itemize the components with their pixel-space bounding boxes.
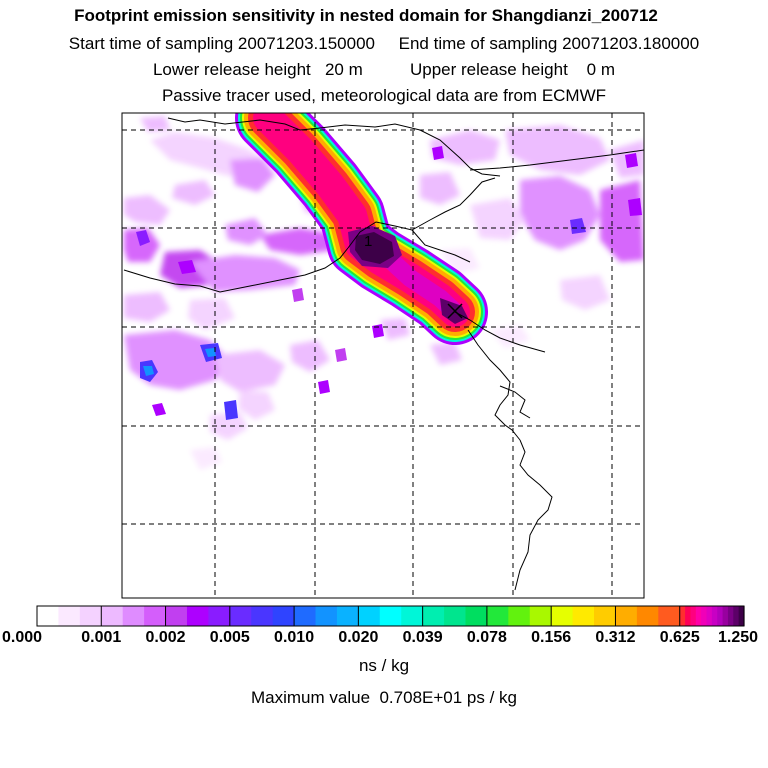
color-scale-bar [36, 605, 745, 627]
color-swatch [727, 606, 734, 626]
color-swatch [122, 606, 145, 626]
color-swatch [101, 606, 124, 626]
color-swatch [706, 606, 713, 626]
color-swatch [685, 606, 692, 626]
color-scale-tick-label: 0.020 [338, 629, 379, 646]
color-swatch [144, 606, 167, 626]
color-swatch [272, 606, 295, 626]
color-swatch [336, 606, 359, 626]
color-scale-tick-label: 0.001 [81, 629, 122, 646]
peak-marker-label: 1 [364, 233, 372, 250]
color-swatch [551, 606, 574, 626]
color-scale-tick-label: 1.250 [717, 629, 759, 646]
color-swatch [701, 606, 708, 626]
footprint-map: 1 [121, 112, 645, 599]
color-swatch [186, 606, 209, 626]
color-swatch [229, 606, 252, 626]
color-swatch [711, 606, 718, 626]
graticule [122, 113, 644, 598]
color-swatch [37, 606, 60, 626]
color-swatch [486, 606, 509, 626]
color-swatch [401, 606, 424, 626]
color-scale-tick-label: 0.039 [402, 629, 443, 646]
color-swatch [717, 606, 724, 626]
color-swatch [379, 606, 402, 626]
color-scale-tick-label: 0.156 [531, 629, 572, 646]
color-swatch [251, 606, 274, 626]
color-swatch [315, 606, 338, 626]
color-swatch [733, 606, 740, 626]
color-swatch [690, 606, 697, 626]
color-scale-tick-label: 0.010 [274, 629, 315, 646]
release-height-line: Lower release height 20 m Upper release … [152, 60, 616, 79]
color-scale-frame [36, 605, 745, 627]
color-swatch [465, 606, 488, 626]
color-swatch [679, 606, 686, 626]
color-swatch [58, 606, 81, 626]
sampling-time-line: Start time of sampling 20071203.150000 E… [68, 34, 700, 53]
color-swatch [165, 606, 188, 626]
color-swatch [594, 606, 617, 626]
color-swatch [572, 606, 595, 626]
color-swatch [636, 606, 659, 626]
sensitivity-field [124, 113, 644, 470]
color-swatch [79, 606, 102, 626]
color-swatch [294, 606, 317, 626]
color-scale-tick-label: 0.005 [209, 629, 250, 646]
color-scale-tick-label: 0.000 [1, 629, 43, 646]
hot-spots [136, 146, 642, 420]
x-icon [447, 303, 463, 319]
color-swatch [508, 606, 531, 626]
color-swatch [444, 606, 467, 626]
color-swatch [722, 606, 729, 626]
map-frame [121, 112, 645, 599]
color-scale-tick-label: 0.312 [595, 629, 636, 646]
color-scale-tick-label: 0.002 [145, 629, 186, 646]
color-swatch [529, 606, 552, 626]
color-swatch [738, 606, 745, 626]
maximum-value-label: Maximum value 0.708E+01 ps / kg [251, 688, 517, 707]
color-scale-dividers [100, 606, 681, 626]
color-swatch [695, 606, 702, 626]
coastlines [123, 117, 644, 591]
color-swatch [615, 606, 638, 626]
color-scale-tick-label: 0.625 [659, 629, 700, 646]
color-swatch [208, 606, 231, 626]
map-title: Footprint emission sensitivity in nested… [74, 6, 658, 25]
color-scale-swatches [37, 606, 745, 626]
color-swatch [658, 606, 681, 626]
tracer-info-line: Passive tracer used, meteorological data… [161, 86, 607, 105]
color-scale-tick-label: 0.078 [466, 629, 507, 646]
color-swatch [358, 606, 381, 626]
color-swatch [422, 606, 445, 626]
units-label: ns / kg [358, 656, 410, 675]
